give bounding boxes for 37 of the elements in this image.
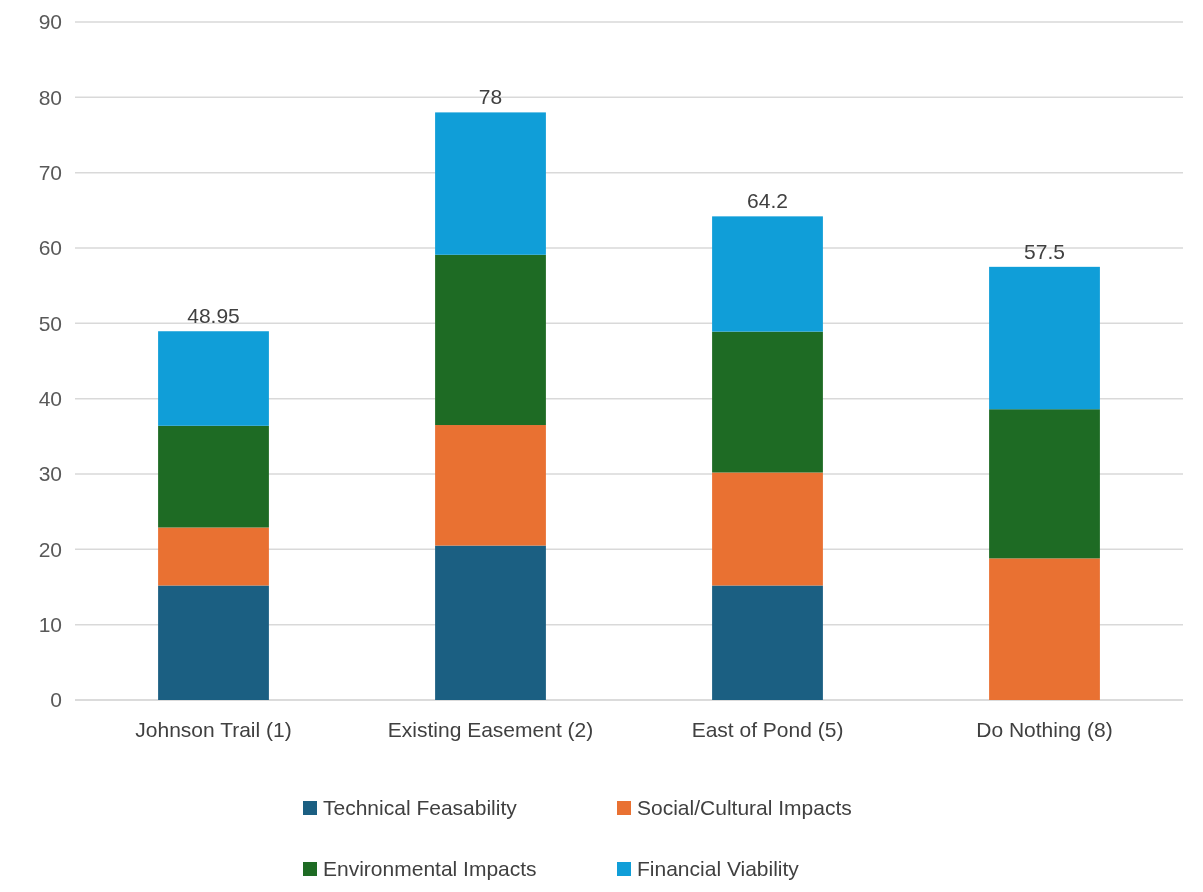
- bar: [989, 558, 1100, 700]
- y-tick-label: 50: [38, 311, 62, 335]
- y-tick-label: 20: [38, 537, 62, 561]
- bar: [158, 425, 269, 528]
- bar: [712, 216, 823, 332]
- legend-label: Environmental Impacts: [323, 857, 537, 880]
- bar: [712, 472, 823, 586]
- x-tick-label: East of Pond (5): [691, 717, 844, 741]
- y-tick-label: 60: [38, 236, 62, 260]
- bar: [712, 585, 823, 700]
- total-label: 78: [478, 85, 503, 109]
- bar: [435, 425, 546, 546]
- bar: [989, 266, 1100, 410]
- bar: [989, 409, 1100, 559]
- bar: [435, 254, 546, 426]
- y-tick-label: 40: [38, 386, 62, 410]
- y-tick-label: 90: [38, 10, 62, 34]
- bar: [435, 545, 546, 700]
- total-label: 64.2: [747, 189, 788, 213]
- total-label: 48.95: [187, 304, 240, 328]
- y-tick-label: 0: [50, 688, 62, 712]
- x-tick-label: Johnson Trail (1): [135, 717, 292, 741]
- bar: [435, 112, 546, 255]
- y-tick-label: 30: [38, 462, 62, 486]
- legend-label: Financial Viability: [637, 857, 800, 880]
- y-tick-label: 10: [38, 612, 62, 636]
- bar: [158, 331, 269, 426]
- legend-label: Technical Feasability: [323, 796, 518, 819]
- x-tick-label: Do Nothing (8): [976, 717, 1113, 741]
- bar: [158, 585, 269, 700]
- y-tick-label: 70: [38, 160, 62, 184]
- bar: [712, 331, 823, 473]
- total-label: 57.5: [1024, 239, 1065, 263]
- bar: [158, 527, 269, 586]
- x-tick-label: Existing Easement (2): [387, 717, 594, 741]
- legend-label: Social/Cultural Impacts: [637, 796, 852, 819]
- y-tick-label: 80: [38, 85, 62, 109]
